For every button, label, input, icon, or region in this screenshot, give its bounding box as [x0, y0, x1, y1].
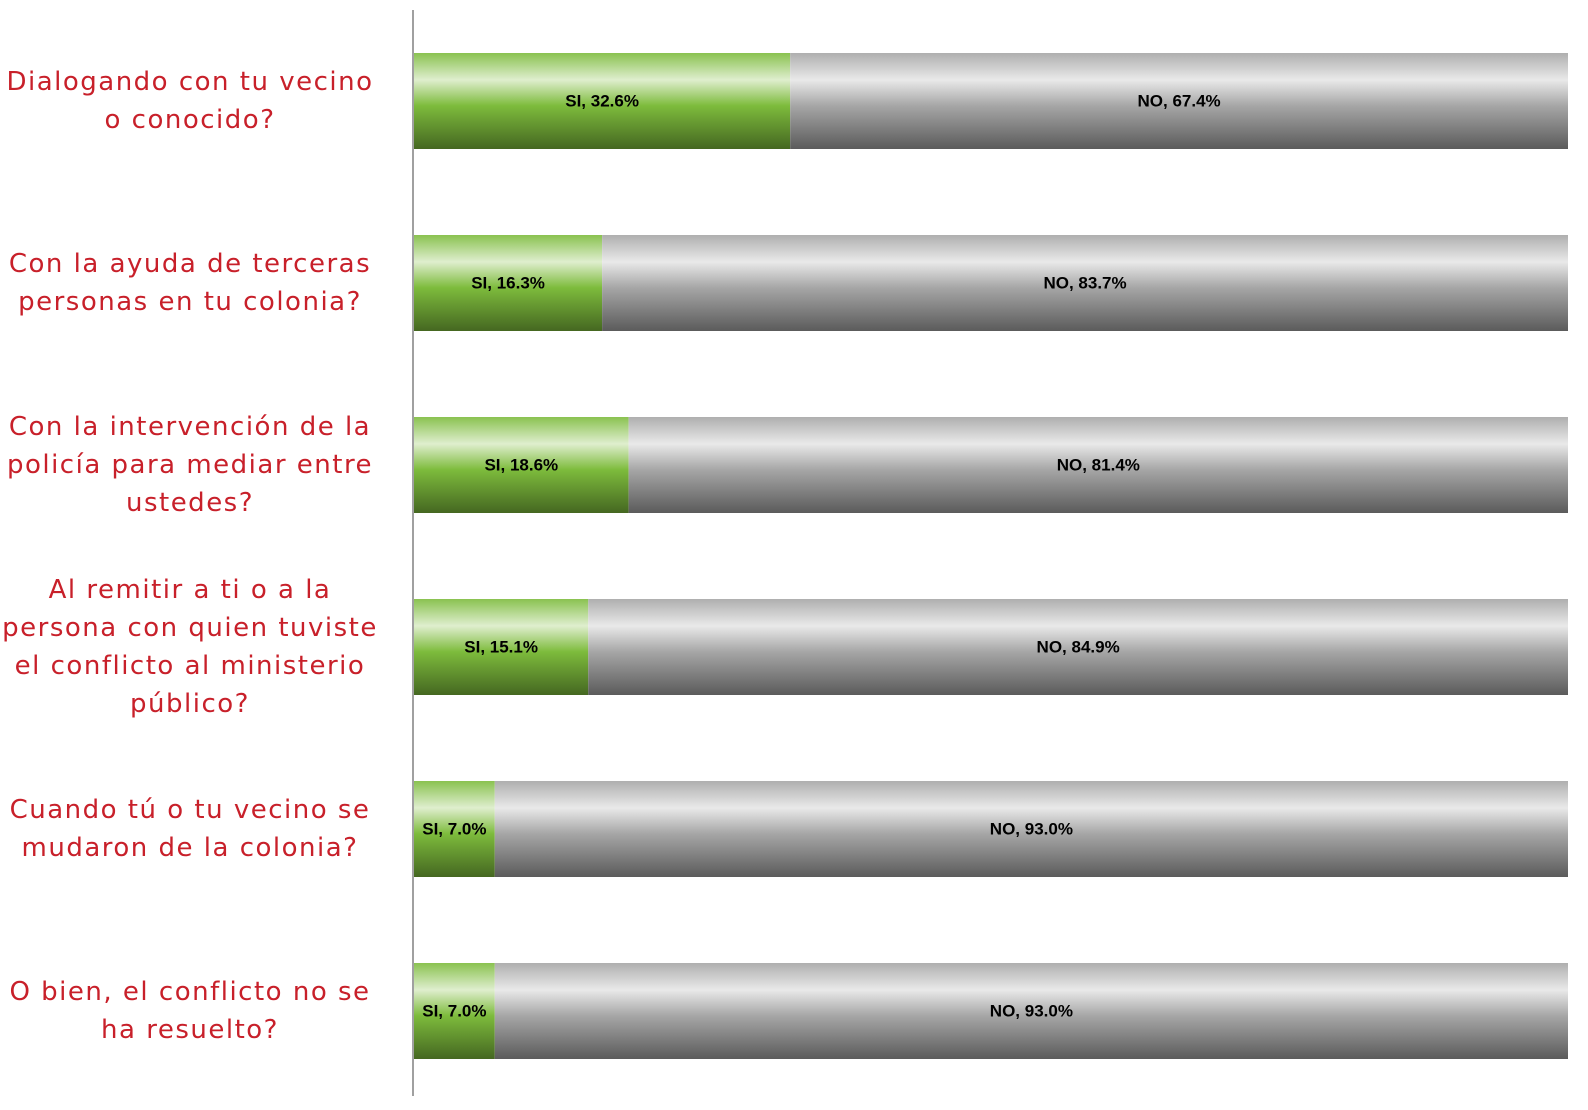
- data-label: SI, 7.0%: [422, 1001, 486, 1020]
- data-label: SI, 32.6%: [565, 91, 639, 110]
- bar-segment: [414, 235, 603, 331]
- data-label: SI, 16.3%: [471, 273, 545, 292]
- bar-segment: [414, 53, 791, 149]
- category-label: Al remitir a ti o a la persona con quien…: [2, 575, 378, 719]
- category-label: Con la ayuda de terceras personas en tu …: [8, 249, 372, 317]
- category-label: Dialogando con tu vecino o conocido?: [6, 67, 374, 135]
- bar-segment: [790, 53, 1568, 149]
- data-label: SI, 7.0%: [422, 819, 486, 838]
- bar-segment: [414, 599, 589, 695]
- data-label: NO, 84.9%: [1037, 637, 1120, 656]
- bar-segment: [414, 781, 495, 877]
- category-label: Cuando tú o tu vecino se mudaron de la c…: [9, 795, 371, 863]
- data-label: NO, 93.0%: [990, 819, 1073, 838]
- data-label: NO, 81.4%: [1057, 455, 1140, 474]
- category-label: Con la intervención de la policía para m…: [6, 412, 374, 518]
- data-label: SI, 15.1%: [464, 637, 538, 656]
- bar-segment: [414, 963, 495, 1059]
- data-label: NO, 93.0%: [990, 1001, 1073, 1020]
- data-label: SI, 18.6%: [484, 455, 558, 474]
- bar-segment: [628, 417, 1568, 513]
- bar-segment: [602, 235, 1568, 331]
- bar-segment: [494, 963, 1568, 1059]
- bar-segment: [588, 599, 1568, 695]
- bar-segment: [414, 417, 629, 513]
- category-label: O bien, el conflicto no se ha resuelto?: [9, 977, 371, 1045]
- data-label: NO, 83.7%: [1043, 273, 1126, 292]
- data-label: NO, 67.4%: [1138, 91, 1221, 110]
- bar-segment: [494, 781, 1568, 877]
